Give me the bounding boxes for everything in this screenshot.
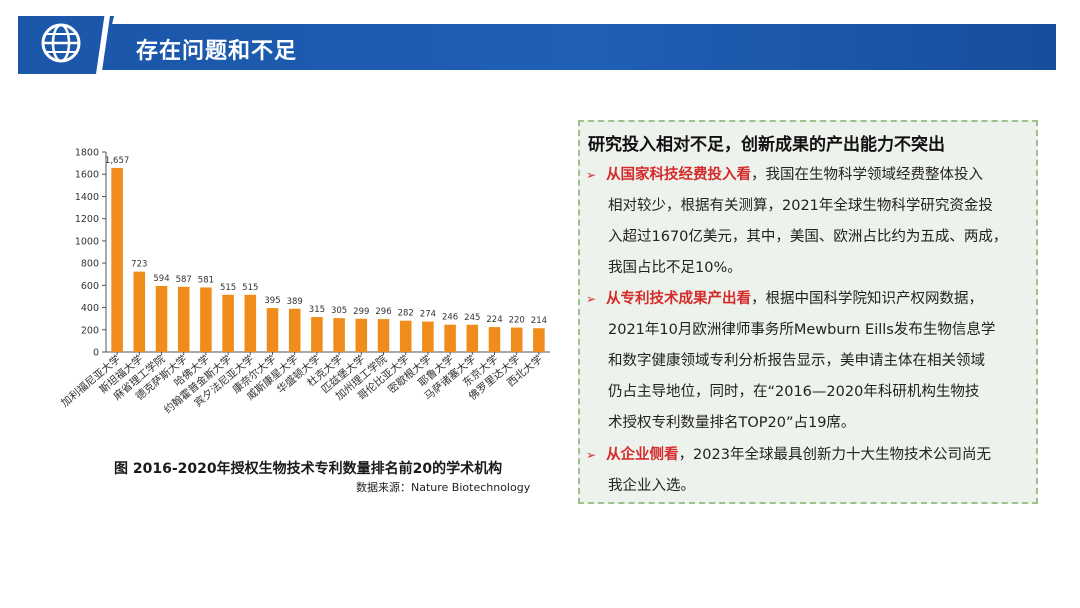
data-label: 1,657	[105, 156, 129, 166]
item-highlight: 从企业侧看	[606, 447, 679, 463]
panel-item-funding: ➢ 从国家科技经费投入看，我国在生物科学领域经费整体投入 相对较少，根据有关测算，…	[586, 160, 1026, 284]
panel-item-patents: ➢ 从专利技术成果产出看，根据中国科学院知识产权网数据， 2021年10月欧洲律师…	[586, 284, 1026, 439]
panel-item-enterprise: ➢ 从企业侧看，2023年全球最具创新力十大生物技术公司尚无 我企业入选。	[586, 440, 1026, 502]
bar	[222, 294, 234, 352]
y-tick-label: 200	[81, 325, 99, 336]
bar	[244, 294, 257, 352]
item-text: 2021年10月欧洲律师事务所Mewburn Eills发布生物信息学	[608, 322, 996, 338]
data-label: 296	[375, 307, 391, 317]
item-text: ，我国在生物科学领域经费整体投入	[751, 167, 984, 183]
globe-icon	[41, 23, 81, 63]
item-text: ，根据中国科学院知识产权网数据，	[751, 291, 984, 307]
bar	[111, 167, 123, 352]
data-label: 389	[287, 297, 303, 307]
item-text: 术授权专利数量排名TOP20”占19席。	[608, 415, 856, 431]
bar	[333, 318, 345, 352]
bar	[355, 318, 368, 352]
data-label: 282	[398, 309, 414, 319]
bar-chart: 0 200 400 600 800 1000 1200 1400 1600 1800 1,657 加利…	[40, 130, 560, 460]
y-tick-label: 1600	[75, 170, 99, 181]
header-banner	[18, 24, 1056, 70]
item-text: ，2023年全球最具创新力十大生物技术公司尚无	[678, 447, 991, 463]
bar	[444, 324, 456, 352]
arrow-icon: ➢	[586, 168, 597, 182]
data-label: 299	[353, 307, 369, 317]
data-label: 723	[131, 260, 147, 270]
data-label: 305	[331, 306, 347, 316]
item-highlight: 从国家科技经费投入看	[606, 167, 752, 183]
item-text: 和数字健康领域专利分析报告显示，美申请主体在相关领域	[608, 353, 985, 369]
data-label: 224	[486, 315, 502, 325]
bar	[510, 327, 523, 352]
panel-title: 研究投入相对不足，创新成果的产出能力不突出	[588, 135, 945, 155]
item-text: 入超过1670亿美元，其中，美国、欧洲占比约为五成、两成，	[608, 229, 1008, 245]
data-label: 395	[264, 296, 280, 306]
y-tick-label: 0	[93, 348, 99, 359]
data-label: 594	[153, 274, 169, 284]
bar	[422, 321, 434, 352]
bar	[533, 328, 545, 352]
chart-svg: 0200400600800100012001400160018001,657加利…	[58, 148, 550, 416]
bar	[177, 286, 190, 352]
y-tick-label: 1400	[75, 192, 99, 203]
data-label: 515	[242, 283, 258, 293]
bar	[133, 271, 146, 352]
data-label: 587	[176, 275, 192, 285]
y-tick-label: 800	[81, 259, 99, 270]
item-text: 仍占主导地位，同时，在“2016—2020年科研机构生物技	[608, 384, 980, 400]
data-label: 245	[464, 313, 480, 323]
data-label: 220	[509, 316, 525, 326]
y-tick-label: 1800	[75, 148, 99, 159]
y-tick-label: 1000	[75, 236, 99, 247]
summary-panel: 研究投入相对不足，创新成果的产出能力不突出 ➢ 从国家科技经费投入看，我国在生物科…	[578, 120, 1038, 504]
bar	[399, 320, 412, 352]
y-tick-label: 1200	[75, 214, 99, 225]
bar	[466, 324, 479, 352]
bar	[155, 286, 168, 352]
chart-source: 数据来源：Nature Biotechnology	[356, 481, 531, 494]
bar	[377, 319, 390, 352]
bar	[266, 308, 279, 352]
data-label: 315	[309, 305, 325, 315]
data-label: 214	[531, 316, 547, 326]
bar	[200, 287, 212, 352]
item-highlight: 从专利技术成果产出看	[606, 291, 752, 307]
data-label: 581	[198, 275, 214, 285]
item-text: 我企业入选。	[608, 478, 695, 494]
arrow-icon: ➢	[586, 292, 597, 306]
bar	[311, 317, 323, 352]
item-text: 相对较少，根据有关测算，2021年全球生物科学研究资金投	[608, 198, 993, 214]
data-label: 515	[220, 283, 236, 293]
bar	[488, 327, 501, 352]
chart-caption: 图 2016-2020年授权生物技术专利数量排名前20的学术机构	[114, 461, 503, 477]
page-title: 存在问题和不足	[136, 39, 298, 64]
data-label: 246	[442, 313, 458, 323]
item-text: 我国占比不足10%。	[608, 260, 742, 276]
arrow-icon: ➢	[586, 448, 597, 462]
data-label: 274	[420, 310, 436, 320]
y-tick-label: 400	[81, 303, 99, 314]
y-tick-label: 600	[81, 281, 99, 292]
bar	[288, 308, 301, 352]
